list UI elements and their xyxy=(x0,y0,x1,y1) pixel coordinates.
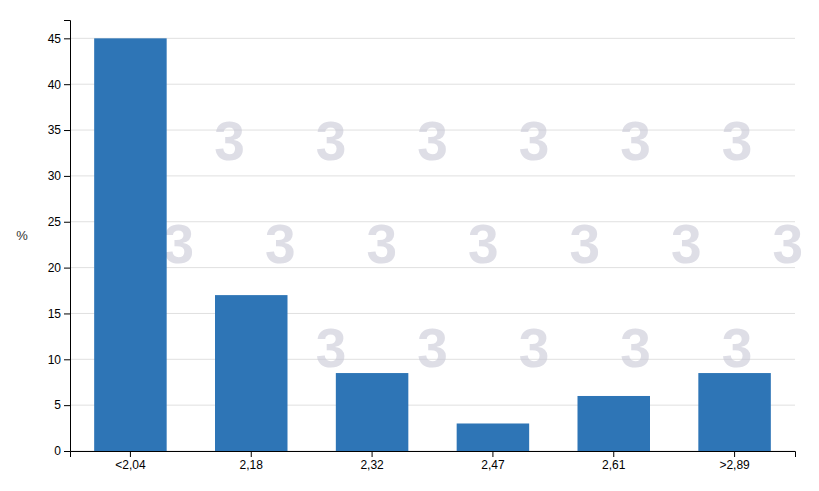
watermark-text: 3 xyxy=(519,110,550,172)
watermark-text: 3 xyxy=(316,110,347,172)
grid-line xyxy=(70,313,795,314)
tick: >2,89 xyxy=(719,451,750,472)
tick: 25 xyxy=(48,215,70,229)
tick: 2,32 xyxy=(360,451,384,472)
tick-label: 0 xyxy=(54,444,61,458)
grid-line xyxy=(70,405,795,406)
tick: 2,47 xyxy=(481,451,505,472)
bar xyxy=(215,295,288,451)
watermark-text: 3 xyxy=(366,213,397,275)
tick: <2,04 xyxy=(115,451,146,472)
tick-label: 2,47 xyxy=(481,458,505,472)
tick-label: 2,61 xyxy=(602,458,626,472)
watermark-text: 3 xyxy=(417,110,448,172)
tick-mark xyxy=(64,130,70,131)
bar xyxy=(336,373,409,451)
x-axis: <2,04 2,18 2,32 2,47 2,61 >2,89 xyxy=(71,451,796,472)
axis-line xyxy=(64,21,71,452)
chart: 333333333333333333333<2,042,182,322,472,… xyxy=(0,0,819,491)
tick-label: 15 xyxy=(48,307,62,321)
tick-label: 45 xyxy=(48,32,62,46)
tick-mark xyxy=(64,451,70,452)
tick-label: 2,32 xyxy=(360,458,384,472)
tick-label: 2,18 xyxy=(240,458,264,472)
tick-mark xyxy=(64,38,70,39)
y-axis: 0 5 10 15 20 25 30 35 40 45 xyxy=(48,21,71,459)
tick-mark xyxy=(64,176,70,177)
tick-label: 40 xyxy=(48,78,62,92)
tick: 2,18 xyxy=(240,451,264,472)
y-axis-title: % xyxy=(16,228,28,243)
watermark-text: 3 xyxy=(722,317,753,379)
tick-label: 30 xyxy=(48,169,62,183)
tick-mark xyxy=(130,451,131,457)
watermark-text: 3 xyxy=(316,317,347,379)
tick-mark xyxy=(64,268,70,269)
grid-line xyxy=(70,175,795,176)
bar xyxy=(457,423,529,451)
tick: 45 xyxy=(48,32,70,46)
tick-mark xyxy=(64,359,70,360)
tick: 30 xyxy=(48,169,70,183)
bar xyxy=(578,396,651,451)
tick-mark xyxy=(492,451,493,457)
tick-mark xyxy=(251,451,252,457)
plot: 333333333333333333333<2,042,182,322,472,… xyxy=(48,21,803,472)
grid-line xyxy=(70,84,795,85)
tick: 2,61 xyxy=(602,451,626,472)
tick: 35 xyxy=(48,123,70,137)
watermark-text: 3 xyxy=(265,213,296,275)
tick: 20 xyxy=(48,261,70,275)
watermark-text: 3 xyxy=(671,213,702,275)
bars xyxy=(94,38,771,451)
watermark-text: 3 xyxy=(417,317,448,379)
tick: 10 xyxy=(48,353,70,367)
bar xyxy=(698,373,771,451)
grid-line xyxy=(70,38,795,39)
watermark-text: 3 xyxy=(214,110,245,172)
axis-line xyxy=(71,452,796,458)
tick-label: >2,89 xyxy=(719,458,750,472)
tick-label: 25 xyxy=(48,215,62,229)
tick-label: 35 xyxy=(48,123,62,137)
watermark-text: 3 xyxy=(519,317,550,379)
watermark-text: 3 xyxy=(722,110,753,172)
tick: 5 xyxy=(54,398,70,412)
tick-mark xyxy=(613,451,614,457)
watermark-text: 3 xyxy=(163,213,194,275)
watermark-text: 3 xyxy=(620,317,651,379)
tick-label: 5 xyxy=(54,398,61,412)
tick-mark xyxy=(64,222,70,223)
watermark-text: 3 xyxy=(468,213,499,275)
tick-mark xyxy=(64,313,70,314)
tick-label: 20 xyxy=(48,261,62,275)
tick-label: <2,04 xyxy=(115,458,146,472)
watermark-text: 3 xyxy=(772,213,803,275)
tick-mark xyxy=(372,451,373,457)
tick: 0 xyxy=(54,444,70,458)
tick-mark xyxy=(64,405,70,406)
tick: 15 xyxy=(48,307,70,321)
watermark-text: 3 xyxy=(620,110,651,172)
tick-mark xyxy=(734,451,735,457)
tick: 40 xyxy=(48,78,70,92)
watermark-text: 3 xyxy=(569,213,600,275)
tick-mark xyxy=(64,84,70,85)
tick-label: 10 xyxy=(48,353,62,367)
grid xyxy=(70,38,795,451)
bar xyxy=(94,38,166,451)
